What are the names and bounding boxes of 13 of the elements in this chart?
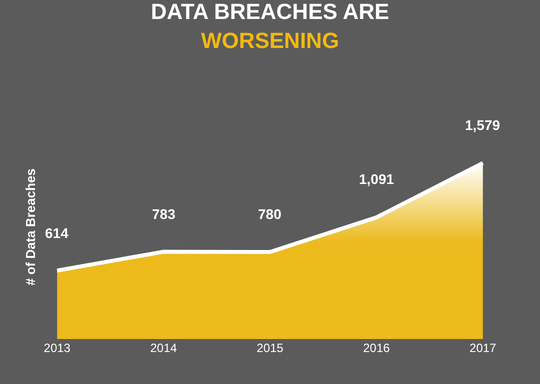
data-label: 614 xyxy=(45,225,69,241)
y-axis-title: # of Data Breaches xyxy=(22,168,38,286)
x-tick-label: 2013 xyxy=(44,341,71,355)
x-tick-label: 2016 xyxy=(363,341,390,355)
x-tick-label: 2017 xyxy=(470,341,497,355)
data-label: 783 xyxy=(152,206,176,222)
chart-subtitle: WORSENING xyxy=(200,28,340,53)
x-tick-label: 2015 xyxy=(256,341,284,355)
data-label: 780 xyxy=(258,206,282,222)
x-tick-label: 2014 xyxy=(150,341,178,355)
data-label: 1,579 xyxy=(465,117,500,133)
data-label: 1,091 xyxy=(359,171,394,187)
chart-title: DATA BREACHES ARE xyxy=(150,0,390,24)
